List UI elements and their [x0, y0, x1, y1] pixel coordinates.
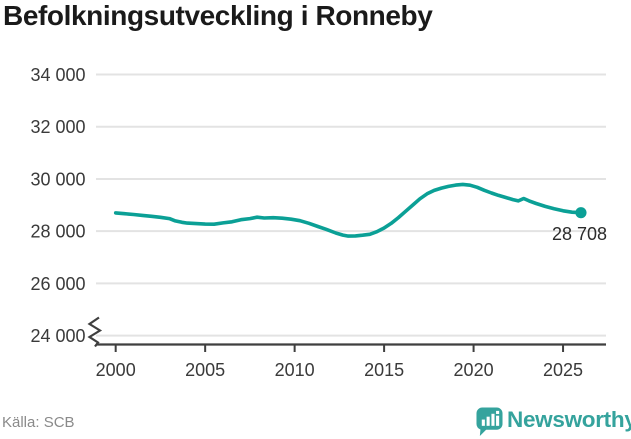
- brand-footer: Newsworthy: [476, 406, 631, 436]
- x-axis-tick-label: 2000: [96, 360, 136, 380]
- logo-bar-1: [481, 419, 485, 426]
- population-series-line: [113, 182, 583, 238]
- y-axis-tick-label: 34 000: [30, 65, 85, 85]
- newsworthy-logo-icon: [476, 407, 503, 436]
- logo-exclaim-dot: [496, 410, 500, 414]
- logo-exclaim-bar: [496, 415, 500, 426]
- x-axis-tick-label: 2015: [364, 360, 404, 380]
- x-axis-tick-label: 2010: [275, 360, 315, 380]
- y-axis-tick-label: 32 000: [30, 117, 85, 137]
- y-axis-tick-label: 26 000: [30, 274, 85, 294]
- y-axis-tick-label: 30 000: [30, 169, 85, 189]
- x-axis-tick-label: 2025: [543, 360, 583, 380]
- page-title: Befolkningsutveckling i Ronneby: [3, 0, 433, 31]
- latest-value-dot: [575, 207, 587, 219]
- y-axis-tick-label: 24 000: [30, 326, 85, 346]
- source-label: Källa: SCB: [2, 414, 75, 431]
- axis-break-icon: [87, 316, 103, 348]
- y-axis-tick-label: 28 000: [30, 222, 85, 242]
- x-axis-tick-label: 2020: [454, 360, 494, 380]
- x-axis-tick-label: 2005: [185, 360, 225, 380]
- logo-bar-2: [486, 416, 490, 426]
- logo-bar-3: [491, 413, 495, 426]
- latest-value-label: 28 708: [552, 224, 607, 244]
- brand-name: Newsworthy: [507, 407, 631, 432]
